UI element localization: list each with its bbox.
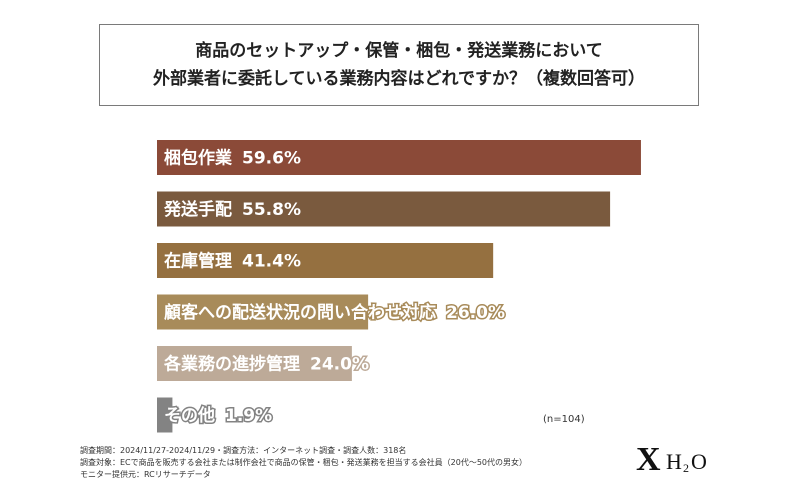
logo-h: H bbox=[666, 449, 682, 474]
bar-label-5: その他 1.9% bbox=[164, 405, 272, 426]
bar-1 bbox=[157, 191, 611, 227]
bar-label-0: 梱包作業 59.6% bbox=[164, 148, 301, 169]
value-label-3: 26.0% bbox=[446, 303, 505, 323]
category-label-4: 各業務の進捗管理 bbox=[163, 354, 300, 375]
chart-title-line-2: 外部業者に委託している業務内容はどれですか？（複数回答可） bbox=[153, 69, 645, 89]
bar-label-4: 各業務の進捗管理 24.0% bbox=[163, 354, 369, 375]
bar-label-3: 顧客への配送状況の問い合わせ対応 26.0% bbox=[164, 302, 505, 323]
value-label-1: 55.8% bbox=[242, 200, 301, 220]
category-label-5: その他 bbox=[164, 405, 215, 426]
category-label-1: 発送手配 bbox=[163, 199, 232, 220]
value-label-4: 24.0% bbox=[310, 355, 369, 375]
value-label-0: 59.6% bbox=[242, 149, 301, 169]
footer-line-2: 調査対象：ECで商品を販売する会社または制作会社で商品の保管・梱包・発送業務を担… bbox=[80, 458, 527, 467]
sample-size-note: (n=104) bbox=[543, 414, 585, 425]
category-label-2: 在庫管理 bbox=[164, 251, 232, 272]
title-box: 商品のセットアップ・保管・梱包・発送業務において 外部業者に委託している業務内容… bbox=[99, 24, 699, 106]
logo-x: X bbox=[636, 441, 661, 478]
chart-title-line-1: 商品のセットアップ・保管・梱包・発送業務において bbox=[195, 41, 603, 61]
footer-line-1: 調査期間：2024/11/27-2024/11/29・調査方法：インターネット調… bbox=[80, 446, 407, 455]
bar-0 bbox=[157, 140, 641, 175]
footer-line-3: モニター提供元：RCリサーチデータ bbox=[80, 470, 211, 479]
logo-sub: 2 bbox=[683, 461, 689, 475]
survey-footer: 調査期間：2024/11/27-2024/11/29・調査方法：インターネット調… bbox=[80, 445, 527, 481]
bar-label-1: 発送手配 55.8% bbox=[163, 199, 301, 220]
bar-2 bbox=[157, 243, 494, 278]
value-label-5: 1.9% bbox=[225, 406, 272, 426]
bar-5 bbox=[157, 397, 173, 433]
category-label-3: 顧客への配送状況の問い合わせ対応 bbox=[164, 302, 436, 323]
bar-4 bbox=[157, 346, 352, 381]
category-label-0: 梱包作業 bbox=[164, 148, 232, 169]
bar-label-2: 在庫管理 41.4% bbox=[164, 251, 301, 272]
bar-3 bbox=[157, 294, 369, 330]
value-label-2: 41.4% bbox=[242, 252, 301, 272]
logo-o: O bbox=[691, 449, 707, 474]
xh2o-logo: X H 2 O bbox=[636, 441, 707, 478]
